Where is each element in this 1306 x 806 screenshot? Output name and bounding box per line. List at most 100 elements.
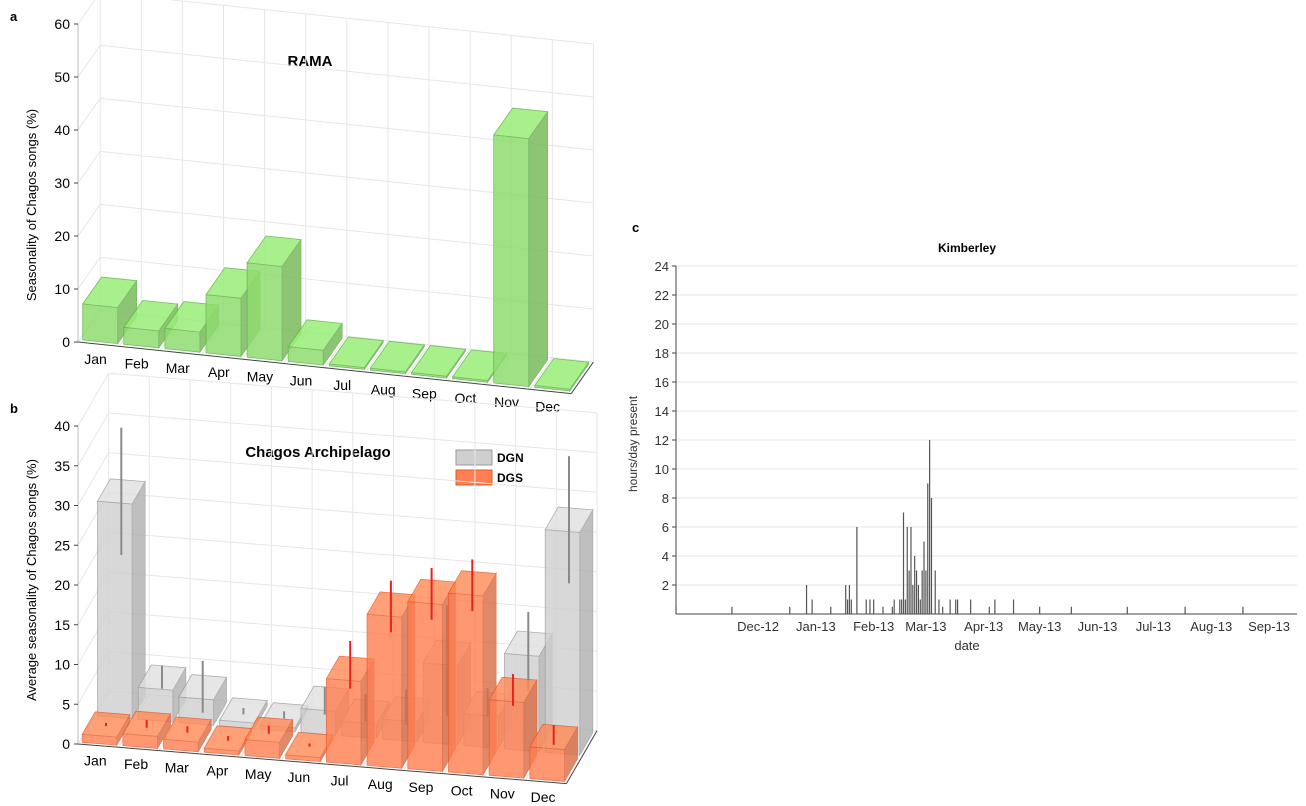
chart-c-xtick-label-7: Jul-13 [1136,619,1171,634]
chart-a-bar-front-rama-10 [493,134,530,388]
chart-b-ytick-label-7: 35 [54,458,70,474]
chart-a-ytick-label-1: 10 [54,281,70,297]
chart-a-grid-floor-11 [529,357,553,390]
chart-a-xtick-label-2: Mar [166,360,190,376]
chart-a-xtick-label-7: Aug [371,381,396,397]
chart-a-bar-front-rama-2 [164,327,201,353]
chart-b-plot: 0 5 10 15 20 25 30 35 40 Jan Feb Mar Apr May Jun Jul Aug… [54,372,598,805]
chart-a-ytick-label-3: 30 [54,175,70,191]
chart-a-grid-floor-8 [406,344,430,377]
chart-c-ylabel: hours/day present [626,395,640,492]
chart-c-xtick-label-5: May-13 [1018,619,1061,634]
chart-a-bar-top-rama-1 [123,299,179,332]
chart-c-xtick-label-6: Jun-13 [1078,619,1118,634]
legend-swatch-dgn [455,449,493,466]
chart-a-axis-x [77,341,572,395]
chart-b-ytick-label-3: 15 [54,617,70,633]
chart-a-bar-rama-Nov [492,107,549,388]
chart-b-xtick-label-8: Sep [408,779,433,795]
chart-b-xtick-label-10: Nov [490,786,515,802]
chart-b-bar-front-dgs-11 [529,746,565,782]
chart-a-xtick-label-9: Oct [455,390,477,406]
chart-a-axis-right [570,361,594,394]
chart-a-bar-rama-Jul [328,336,384,371]
chart-c-ytick-label-10: 22 [655,288,669,303]
chart-b-xtick-label-6: Jul [331,772,349,788]
chart-a-grid-side-6 [77,0,96,25]
chart-a-grid-side-4 [77,98,101,131]
chart-b-bar-dgn-Dec [544,506,594,757]
chart-a-bar-rama-Aug [369,340,426,375]
chart-a-grid-floor-9 [447,348,471,381]
chart-c-xtick-label-0: Dec-12 [737,619,779,634]
chart-a-ytick-label-2: 20 [54,228,70,244]
chart-a-bar-top-rama-8 [410,345,467,377]
panel-label-b: b [10,401,18,416]
chart-a-bar-top-rama-10 [492,107,549,140]
chart-b-ytick-label-5: 25 [54,537,70,553]
chart-b-ytick-label-6: 30 [54,498,70,514]
chart-a-xtick-label-8: Sep [412,386,437,402]
chart-c-ytick-label-2: 6 [662,520,669,535]
chart-a-bar-rama-Jun [287,319,343,367]
chart-c-ytick-label-3: 8 [662,491,669,506]
chart-c-ytick-label-1: 4 [662,549,669,564]
chart-a-bar-front-rama-0 [82,303,119,345]
chart-a-ylabel: Seasonality of Chagos songs (%) [24,109,39,301]
chart-a-grid-side-3 [77,151,101,184]
chart-a-xtick-label-3: Apr [208,364,230,380]
chart-c-ytick-label-5: 12 [655,433,669,448]
chart-b-xtick-label-4: May [245,766,271,782]
chart-c-ytick-label-6: 14 [655,404,669,419]
chart-c-xtick-label-2: Feb-13 [853,619,894,634]
chart-a-xtick-label-6: Jul [333,377,351,393]
chart-b-bar-front-dgs-6 [325,678,362,766]
chart-a-grid-floor-7 [365,340,389,373]
chart-a-bar-rama-Sep [410,345,467,380]
chart-c-xtick-label-9: Sep-13 [1248,619,1290,634]
chart-a-xtick-label-5: Jun [290,373,313,389]
chart-a-xtick-label-4: May [247,368,273,384]
chart-c-xlabel: date [954,638,979,653]
chart-b-bar-front-dgs-7 [366,613,403,769]
chart-b-grid-side-7 [77,412,110,467]
chart-b-xtick-label-9: Oct [451,782,473,798]
chart-a-bar-top-rama-4 [246,235,302,267]
chart-c-ytick-label-9: 20 [655,317,669,332]
chart-a-bar-top-rama-7 [369,340,426,373]
chart-b-bar-side-dgn-11 [579,508,594,757]
chart-b-bar-front-dgn-0 [97,500,133,720]
chart-c-ytick-label-0: 2 [662,578,669,593]
chart-a-bar-top-rama-0 [81,276,138,309]
chart-a-bar-rama-May [246,235,302,363]
chart-b-xtick-label-1: Feb [124,756,148,772]
chart-a-bar-top-rama-11 [534,358,590,390]
chart-b-bar-front-dgn-11 [544,529,581,756]
chart-b-ylabel: Average seasonality of Chagos songs (%) [24,459,39,701]
chart-a-ytick-label-4: 40 [54,122,70,138]
chart-a-xtick-label-1: Feb [125,355,149,371]
chart-b-bar-front-dgs-10 [488,699,525,779]
chart-a-bar-side-rama-10 [528,110,548,388]
chart-c-xtick-label-1: Jan-13 [796,619,836,634]
chart-b-axis-right [565,730,598,784]
chart-b-ytick-label-2: 10 [54,657,70,673]
chart-c-xtick-label-3: Mar-13 [905,619,946,634]
chart-b-axis-x [77,743,567,785]
chart-c-ytick-label-11: 24 [655,259,669,274]
panel-label-c: c [632,220,639,235]
chart-b-grid-side-6 [77,452,110,506]
chart-b-xtick-label-7: Aug [368,776,393,792]
chart-a-bar-top-rama-5 [287,319,343,351]
chart-c-xtick-label-8: Aug-13 [1190,619,1232,634]
chart-b-ytick-label-4: 20 [54,577,70,593]
chart-a-ytick-label-6: 60 [54,16,70,32]
chart-b-xtick-label-5: Jun [288,769,311,785]
chart-b-xtick-label-2: Mar [165,759,189,775]
chart-b-ytick-label-0: 0 [62,736,70,752]
chart-b-bar-front-dgs-9 [448,592,484,776]
chart-c-ytick-label-8: 18 [655,346,669,361]
chart-a-grid-side-1 [77,257,101,290]
chart-b-bar-front-dgs-8 [407,601,443,772]
